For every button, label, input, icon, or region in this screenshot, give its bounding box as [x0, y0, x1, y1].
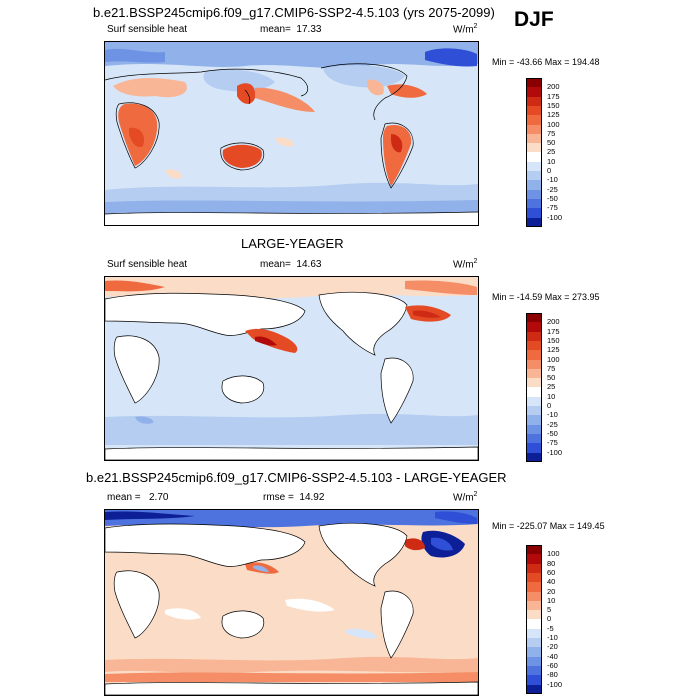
colorbar-level-label: 75 — [547, 363, 556, 373]
map-panel-bottom — [104, 509, 479, 696]
colorbar-level-label: 100 — [547, 119, 560, 129]
map-panel-top — [104, 41, 479, 226]
colorbar-level-label: -40 — [547, 651, 558, 661]
colorbar-level-label: 200 — [547, 317, 560, 327]
minmax-label-top: Min = -43.66 Max = 194.48 — [492, 57, 600, 67]
mean-label-middle: mean= 14.63 — [260, 259, 322, 270]
colorbar-level-label: 10 — [547, 156, 556, 166]
colorbar-level-label: 5 — [547, 605, 552, 615]
variable-label-middle: Surf sensible heat — [107, 259, 188, 270]
colorbar-level-label: -100 — [547, 679, 563, 689]
colorbar-level-label: -80 — [547, 670, 558, 680]
minmax-label-bottom: Min = -225.07 Max = 149.45 — [492, 521, 605, 531]
colorbar-level-label: 10 — [547, 391, 556, 401]
panel-title-top: b.e21.BSSP245cmip6.f09_g17.CMIP6-SSP2-4.… — [93, 5, 495, 20]
colorbar-level-label: 150 — [547, 335, 560, 345]
colorbar-level-label: -75 — [547, 438, 558, 448]
map-field-top — [105, 42, 478, 225]
panel-title-middle: LARGE-YEAGER — [241, 236, 344, 251]
units-label-bottom: W/m2 — [453, 491, 478, 504]
season-label: DJF — [514, 8, 554, 31]
colorbar-level-label: 100 — [547, 354, 560, 364]
colorbar-level-label: 200 — [547, 82, 560, 92]
colorbar-level-label: -25 — [547, 419, 558, 429]
colorbar-level-label: 50 — [547, 138, 556, 148]
colorbar-level-label: -25 — [547, 184, 558, 194]
colorbar-frame — [526, 313, 542, 462]
colorbar-level-label: 175 — [547, 326, 560, 336]
colorbar-level-label: -5 — [547, 623, 554, 633]
minmax-label-middle: Min = -14.59 Max = 273.95 — [492, 292, 600, 302]
colorbar-level-label: -50 — [547, 428, 558, 438]
colorbar-level-label: -10 — [547, 410, 558, 420]
colorbar-level-label: -100 — [547, 212, 563, 222]
colorbar-level-label: 100 — [547, 549, 560, 559]
map-field-bottom — [105, 510, 478, 695]
map-field-middle — [105, 277, 478, 460]
colorbar-level-label: -10 — [547, 175, 558, 185]
mean-label-top: mean= 17.33 — [260, 24, 322, 35]
colorbar-level-label: -20 — [547, 642, 558, 652]
units-label-top: W/m2 — [453, 23, 478, 36]
colorbar-level-label: 150 — [547, 100, 560, 110]
colorbar-level-label: 125 — [547, 345, 560, 355]
colorbar-level-label: 0 — [547, 166, 552, 175]
colorbar-level-label: 75 — [547, 128, 556, 138]
panel-title-bottom: b.e21.BSSP245cmip6.f09_g17.CMIP6-SSP2-4.… — [86, 470, 507, 485]
colorbar-level-label: 0 — [547, 614, 552, 624]
colorbar-level-label: -10 — [547, 633, 558, 642]
colorbar-level-label: 25 — [547, 147, 556, 157]
colorbar-level-label: 50 — [547, 373, 556, 383]
map-panel-middle — [104, 276, 479, 461]
colorbar-level-label: 20 — [547, 586, 556, 596]
colorbar-level-label: 175 — [547, 91, 560, 101]
mean-label-bottom: mean = 2.70 — [107, 492, 169, 503]
colorbar-level-label: 0 — [547, 401, 552, 410]
variable-label-top: Surf sensible heat — [107, 24, 188, 35]
colorbar-level-label: -75 — [547, 203, 558, 213]
colorbar-level-label: 40 — [547, 577, 556, 587]
units-label-middle: W/m2 — [453, 258, 478, 271]
colorbar-level-label: 125 — [547, 110, 560, 120]
colorbar-level-label: 60 — [547, 567, 556, 577]
rmse-label-bottom: rmse = 14.92 — [263, 492, 325, 503]
colorbar-level-label: -60 — [547, 660, 558, 670]
colorbar-level-label: -50 — [547, 193, 558, 203]
colorbar-level-label: -100 — [547, 447, 563, 457]
colorbar-level-label: 25 — [547, 382, 556, 392]
colorbar-frame — [526, 545, 542, 694]
colorbar-level-label: 10 — [547, 595, 556, 605]
colorbar-frame — [526, 78, 542, 227]
colorbar-level-label: 80 — [547, 558, 556, 568]
